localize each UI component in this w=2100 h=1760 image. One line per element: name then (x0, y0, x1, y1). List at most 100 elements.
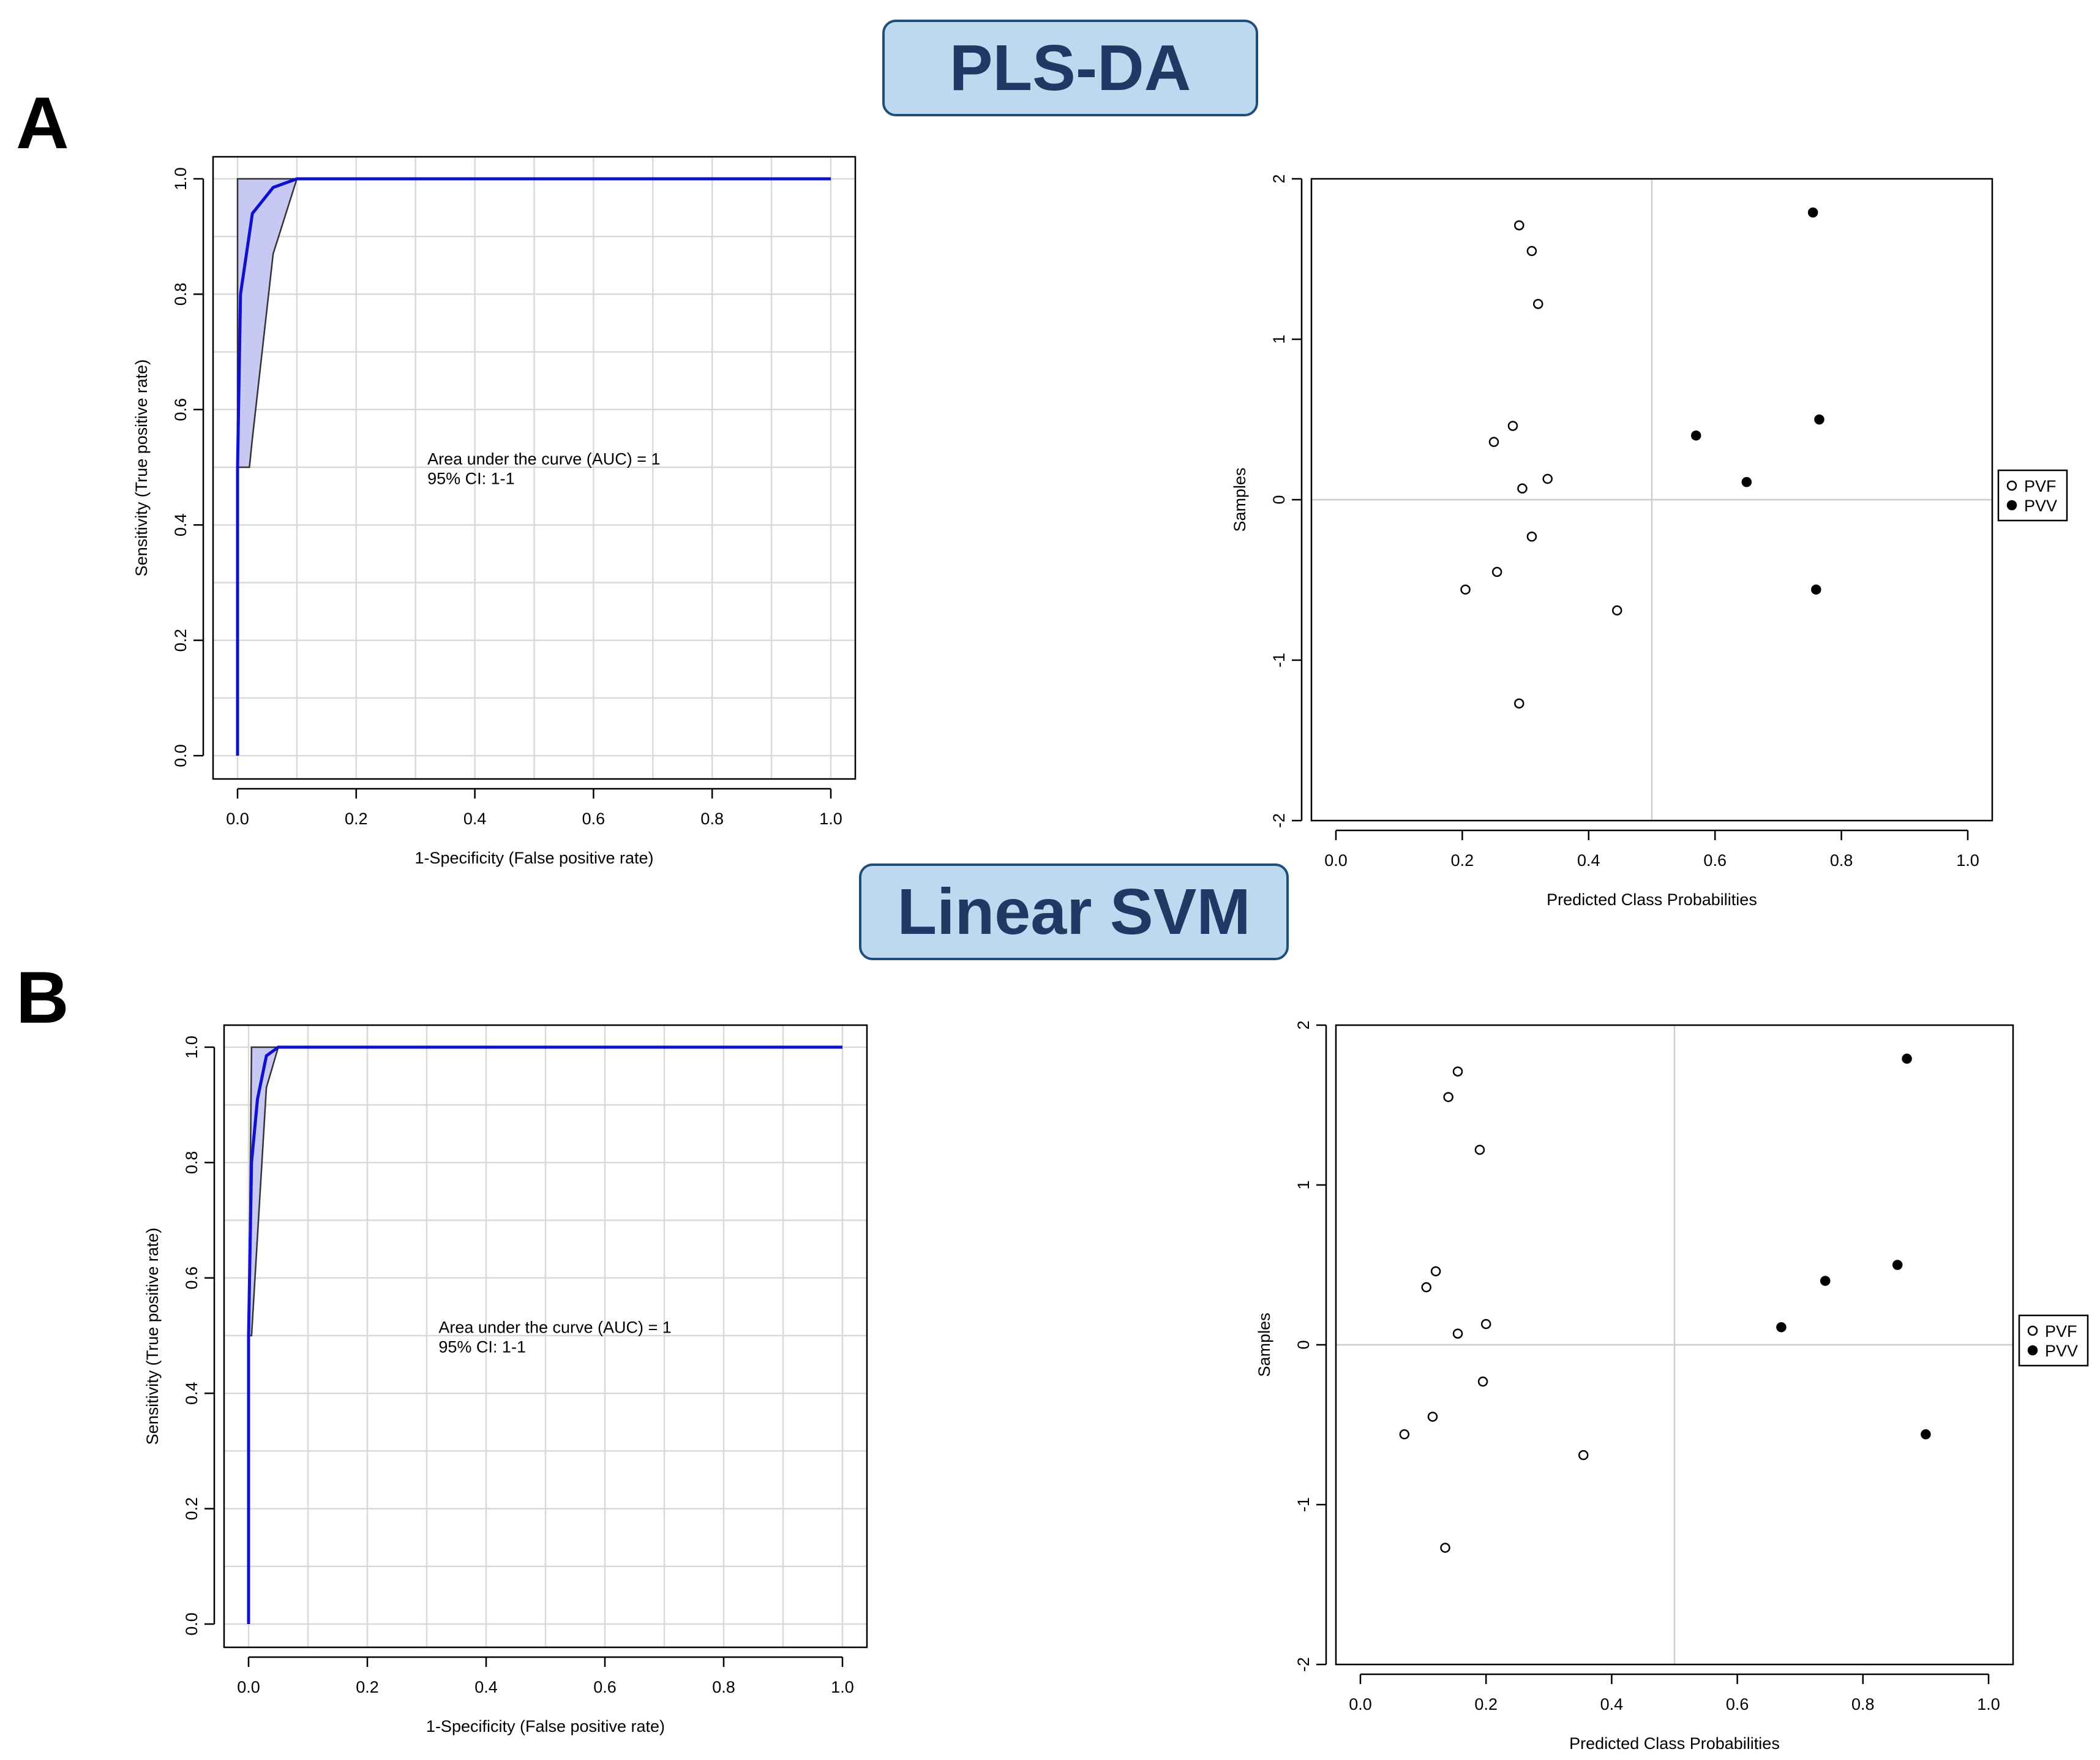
prob_a-point-pvf (1526, 532, 1537, 542)
roc_a-x-tick-label: 0.4 (463, 810, 487, 828)
prob_b-point-pvf (1452, 1066, 1463, 1077)
roc_a-y-tick-label: 1.0 (171, 167, 190, 190)
prob_b-x-tick-label: 0.4 (1600, 1695, 1624, 1713)
prob_b-legend-label-pvv: PVV (2045, 1342, 2078, 1360)
prob_a-point-pvv (1807, 207, 1818, 218)
roc_b-roc-curve (247, 1045, 842, 1624)
roc_b-x-tick-label: 1.0 (831, 1678, 854, 1696)
roc_a-y-tick-label: 0.8 (171, 283, 190, 306)
prob_b-point-pvf (1578, 1450, 1589, 1461)
prob_a-point-pvv (1741, 476, 1752, 487)
roc_b-y-tick-label: 0.0 (182, 1612, 201, 1636)
prob_a-point-pvf (1488, 437, 1499, 447)
prob_b-point-pvv (1892, 1260, 1903, 1270)
roc_b-x-axis-label: 1-Specificity (False positive rate) (426, 1717, 665, 1736)
roc_b-y-tick-label: 0.6 (182, 1266, 201, 1290)
prob_b-x-tick-label: 1.0 (1977, 1695, 2000, 1713)
prob_b-point-pvv (1902, 1053, 1912, 1064)
prob_b-point-pvf (1421, 1282, 1431, 1293)
prob_b-point-pvv (1820, 1276, 1831, 1286)
prob_a-point-pvv (1690, 430, 1701, 441)
prob_a-point-pvf (1460, 584, 1471, 595)
roc_b-plot-frame (223, 1024, 868, 1649)
prob_a-y-axis-label: Samples (1231, 467, 1249, 532)
prob_a-y-tick-label: 0 (1270, 495, 1288, 504)
panel-label-a: A (16, 82, 69, 164)
roc_b-y-axis-label: Sensitivity (True positive rate) (143, 1228, 162, 1445)
prob_b-point-pvf (1474, 1145, 1485, 1155)
prob_b-plot-frame (1335, 1024, 2014, 1666)
prob_a-plot-frame (1310, 178, 1993, 822)
prob_b-y-tick-label: 0 (1294, 1340, 1313, 1349)
prob_a-point-pvf (1517, 483, 1528, 494)
roc_a-y-axis-label: Sensitivity (True positive rate) (132, 359, 151, 577)
prob_a-legend-label-pvv: PVV (2024, 497, 2057, 515)
prob_b-y-tick-label: -2 (1294, 1657, 1313, 1672)
prob_b-point-pvf (1480, 1318, 1491, 1329)
roc_a-y-tick-label: 0.6 (171, 398, 190, 421)
prob_b-point-pvf (1430, 1266, 1441, 1277)
prob_b-x-axis-label: Predicted Class Probabilities (1569, 1734, 1780, 1753)
roc_a-x-axis-label: 1-Specificity (False positive rate) (414, 849, 653, 867)
roc_b-y-tick-label: 0.4 (182, 1382, 201, 1405)
prob_a-legend-marker-pvv (2006, 500, 2017, 511)
prob_a-point-pvf (1526, 246, 1537, 257)
roc_b-x-tick-label: 0.0 (237, 1678, 260, 1696)
prob_b-y-axis-label: Samples (1255, 1312, 1273, 1377)
prob_b-point-pvf (1477, 1376, 1488, 1387)
prob_b-point-pvv (1776, 1322, 1787, 1333)
prob_b-point-pvf (1440, 1543, 1450, 1553)
prob_a-point-pvf (1514, 220, 1524, 231)
prob_a-point-pvf (1611, 605, 1622, 616)
prob_a-x-tick-label: 1.0 (1956, 851, 1979, 870)
roc_b-y-tick-label: 1.0 (182, 1036, 201, 1059)
prob_a-y-tick-label: 1 (1270, 334, 1288, 344)
prob_b-y-tick-label: 1 (1294, 1180, 1313, 1189)
prob_a-legend-marker-pvf (2006, 480, 2017, 491)
prob_a-point-pvf (1542, 473, 1553, 484)
prob_a-point-pvf (1532, 299, 1543, 309)
panel-label-b: B (16, 957, 69, 1039)
roc_a-x-tick-label: 0.8 (700, 810, 724, 828)
prob_b-point-pvf (1427, 1412, 1438, 1422)
roc_b-y-tick-label: 0.2 (182, 1497, 201, 1521)
roc_b-x-tick-label: 0.6 (593, 1678, 617, 1696)
prob_a-y-tick-label: 2 (1270, 174, 1288, 183)
prob_b-x-tick-label: 0.0 (1349, 1695, 1372, 1713)
prob_b-legend-marker-pvf (2027, 1325, 2038, 1336)
prob_b-legend-label-pvf: PVF (2045, 1322, 2077, 1341)
prob_a-legend-box (1997, 469, 2068, 522)
prob_b-legend-box (2018, 1314, 2089, 1367)
prob_b-point-pvv (1921, 1429, 1931, 1440)
prob_a-legend-label-pvf: PVF (2024, 477, 2057, 495)
prob_a-x-tick-label: 0.6 (1703, 851, 1727, 870)
roc_a-roc-curve (236, 177, 831, 756)
roc_a-y-tick-label: 0.0 (171, 744, 190, 767)
prob_a-y-tick-label: -1 (1270, 653, 1288, 668)
prob_a-y-tick-label: -2 (1270, 813, 1288, 828)
banner-linear-svm: Linear SVM (859, 863, 1289, 960)
roc_b-x-tick-label: 0.4 (474, 1678, 498, 1696)
prob_b-point-pvf (1399, 1429, 1410, 1440)
roc_b-y-tick-label: 0.8 (182, 1151, 201, 1175)
prob_a-x-tick-label: 0.2 (1451, 851, 1474, 870)
prob_b-point-pvf (1452, 1328, 1463, 1339)
prob_a-point-pvf (1491, 566, 1502, 577)
roc_a-auc-annotation: Area under the curve (AUC) = 1 (427, 449, 660, 468)
prob_a-x-axis-label: Predicted Class Probabilities (1547, 890, 1757, 909)
roc_a-ci-annotation: 95% CI: 1-1 (427, 469, 515, 487)
prob_a-x-tick-label: 0.4 (1577, 851, 1600, 870)
prob_a-point-pvv (1811, 584, 1821, 595)
roc_a-y-tick-label: 0.2 (171, 629, 190, 652)
roc_a-plot-frame (212, 156, 857, 780)
prob_a-point-pvf (1514, 698, 1524, 709)
prob_b-y-tick-label: -1 (1294, 1497, 1313, 1512)
prob_b-x-tick-label: 0.2 (1474, 1695, 1498, 1713)
prob_a-point-pvv (1814, 414, 1824, 425)
roc_b-x-tick-label: 0.8 (712, 1678, 735, 1696)
roc_b-ci-annotation: 95% CI: 1-1 (438, 1337, 526, 1356)
prob_b-point-pvf (1443, 1092, 1453, 1102)
roc_a-x-tick-label: 0.6 (582, 810, 606, 828)
prob_b-x-tick-label: 0.6 (1726, 1695, 1749, 1713)
